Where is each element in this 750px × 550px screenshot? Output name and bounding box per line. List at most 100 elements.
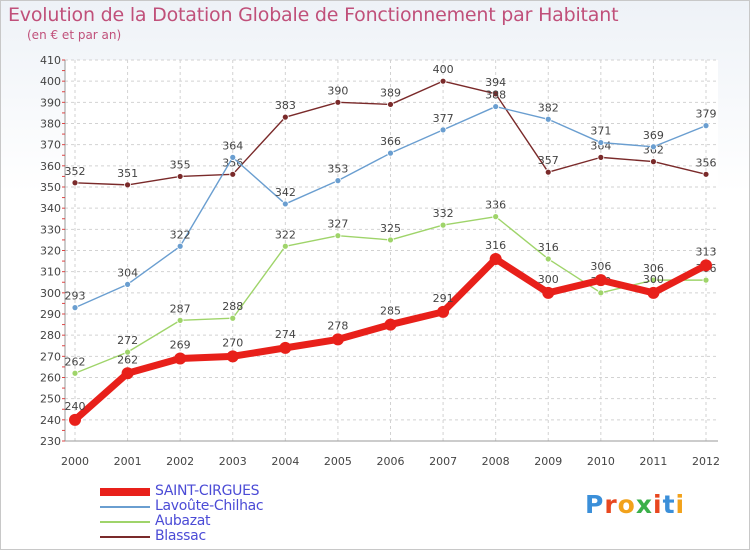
legend-swatch-aubazat [100,521,150,523]
x-tick-label: 2008 [482,455,510,468]
data-point-saint-cirgues [69,413,81,426]
data-label-lavoute-chilhac: 342 [275,186,296,199]
logo-letter: i [675,490,686,519]
data-point-lavoute-chilhac [439,126,447,134]
x-tick-label: 2002 [166,455,194,468]
y-tick-label: 300 [40,287,61,300]
x-tick-label: 2007 [429,455,457,468]
data-point-blassac [176,173,184,180]
data-point-aubazat [702,276,710,284]
data-label-aubazat: 325 [380,222,401,235]
data-label-aubazat: 306 [643,262,664,275]
data-label-lavoute-chilhac: 364 [222,139,243,152]
legend-swatch-blassac [100,536,150,538]
data-point-aubazat [439,221,447,229]
data-label-aubazat: 327 [327,218,348,231]
data-label-aubazat: 332 [433,207,454,220]
data-point-blassac [334,98,342,106]
data-point-lavoute-chilhac [702,122,710,130]
data-point-saint-cirgues [279,341,292,354]
data-label-lavoute-chilhac: 379 [696,108,717,121]
data-point-blassac [124,181,131,189]
data-point-lavoute-chilhac [229,153,237,161]
data-point-lavoute-chilhac [71,304,79,312]
data-label-blassac: 383 [275,99,296,112]
data-label-saint-cirgues: 240 [65,400,86,413]
data-point-lavoute-chilhac [387,149,394,157]
logo-letter: t [662,490,676,519]
y-tick-label: 260 [40,372,61,385]
data-label-aubazat: 262 [65,355,86,368]
data-point-aubazat [124,348,131,356]
data-label-aubazat: 316 [538,241,559,254]
x-tick-label: 2003 [219,455,247,468]
data-point-aubazat [597,289,605,297]
y-tick-label: 380 [40,118,61,131]
y-tick-label: 360 [40,160,61,173]
data-point-saint-cirgues [331,333,344,346]
data-label-lavoute-chilhac: 377 [433,112,454,125]
chart-subtitle: (en € et par an) [27,28,122,42]
data-label-saint-cirgues: 278 [327,319,348,332]
data-label-lavoute-chilhac: 388 [485,89,506,102]
data-label-blassac: 351 [117,167,138,180]
data-point-saint-cirgues [489,252,502,265]
data-point-aubazat [544,255,552,263]
data-label-aubazat: 287 [170,302,191,315]
data-label-aubazat: 322 [275,228,296,241]
legend-label-lavoute-chilhac: Lavoûte-Chilhac [155,498,264,514]
data-point-saint-cirgues [226,350,239,363]
data-point-saint-cirgues [384,318,397,331]
data-point-saint-cirgues [647,286,660,299]
x-tick-label: 2001 [114,455,142,468]
y-tick-label: 230 [40,435,61,448]
logo-letter: o [617,490,636,519]
y-tick-label: 350 [40,181,61,194]
data-point-lavoute-chilhac [492,103,500,110]
y-tick-label: 330 [40,223,61,236]
data-label-blassac: 352 [65,165,86,178]
logo-letter: P [585,490,605,519]
data-point-blassac [492,90,500,98]
data-label-saint-cirgues: 270 [222,336,243,349]
data-label-lavoute-chilhac: 304 [117,266,138,279]
data-point-lavoute-chilhac [544,115,552,123]
data-label-blassac: 390 [327,84,348,97]
data-label-saint-cirgues: 300 [643,273,664,286]
y-tick-label: 290 [40,308,61,321]
legend-label-aubazat: Aubazat [155,513,211,529]
legend-label-saint-cirgues: SAINT-CIRGUES [155,483,260,499]
data-point-aubazat [650,276,657,284]
data-label-saint-cirgues: 285 [380,305,401,318]
data-label-aubazat: 336 [485,199,506,212]
data-point-aubazat [281,242,289,250]
data-label-blassac: 389 [380,86,401,99]
data-point-lavoute-chilhac [597,139,605,146]
data-label-blassac: 400 [433,63,454,76]
data-point-aubazat [229,314,237,322]
data-point-blassac [71,179,79,187]
data-point-blassac [229,170,237,178]
data-label-aubazat: 288 [222,300,243,313]
data-point-aubazat [71,369,79,377]
data-label-lavoute-chilhac: 293 [65,290,86,303]
data-label-lavoute-chilhac: 369 [643,129,664,142]
logo-letter: x [635,490,653,519]
data-label-lavoute-chilhac: 366 [380,135,401,148]
data-label-saint-cirgues: 306 [590,260,611,273]
data-label-saint-cirgues: 316 [485,239,506,252]
x-tick-label: 2006 [377,455,405,468]
data-label-saint-cirgues: 262 [117,353,138,366]
x-tick-label: 2000 [61,455,89,468]
data-point-blassac [281,113,289,121]
data-label-blassac: 356 [696,156,717,169]
data-label-blassac: 394 [485,76,506,89]
data-label-saint-cirgues: 313 [696,245,717,258]
y-tick-label: 270 [40,350,61,363]
legend-swatch-lavoute-chilhac [100,506,150,508]
y-tick-label: 400 [40,75,61,88]
legend-swatch-saint-cirgues [100,488,150,496]
y-tick-label: 370 [40,139,61,152]
data-label-aubazat: 272 [117,334,138,347]
